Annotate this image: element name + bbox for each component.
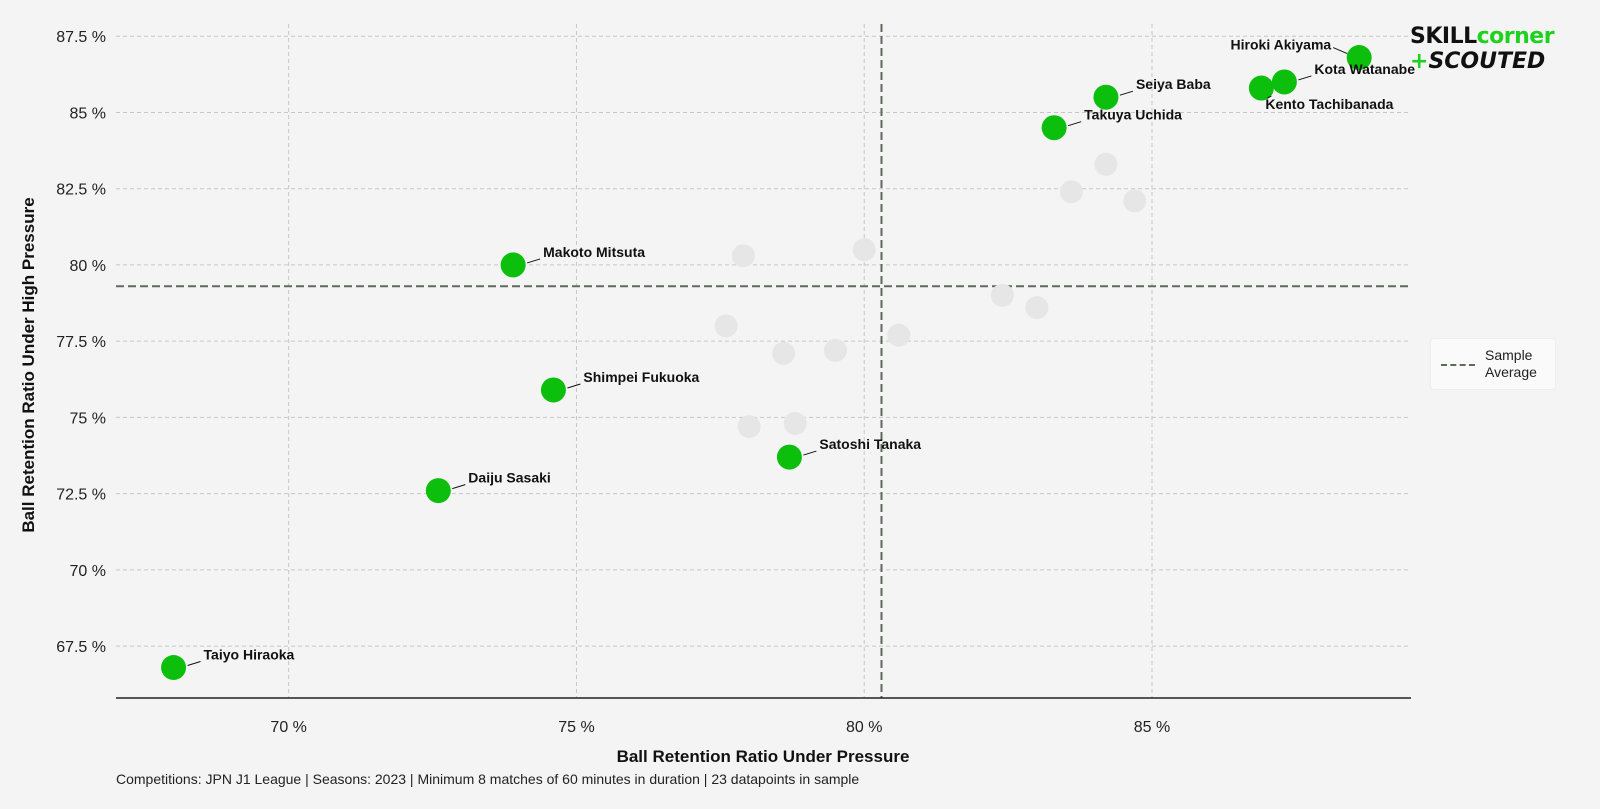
- player-name-label: Hiroki Akiyama: [1231, 37, 1332, 53]
- logo-scouted-text: SCOUTED: [1428, 49, 1546, 74]
- sample-point: [737, 415, 761, 439]
- logo-plus-text: +: [1410, 49, 1429, 74]
- x-tick-label: 80 %: [846, 719, 882, 736]
- x-tick-label: 85 %: [1134, 719, 1170, 736]
- label-leader-line: [803, 450, 817, 456]
- label-leader-line: [452, 484, 466, 490]
- sample-point: [772, 341, 796, 365]
- label-leader-line: [1068, 121, 1082, 127]
- highlighted-player-point: [1093, 84, 1119, 110]
- y-tick-label: 80 %: [70, 258, 106, 275]
- point-labels: Hiroki Akiyama Kota Watanabe Kento Tachiba…: [187, 37, 1415, 666]
- footnote: Competitions: JPN J1 League | Seasons: 2…: [116, 771, 860, 787]
- highlighted-player-point: [1271, 69, 1297, 95]
- sample-point: [714, 314, 738, 338]
- sample-point: [783, 412, 807, 436]
- x-axis-title: Ball Retention Ratio Under Pressure: [617, 747, 910, 766]
- sample-point: [887, 323, 911, 347]
- sample-point: [1123, 189, 1147, 213]
- sample-point: [823, 338, 847, 362]
- player-name-label: Daiju Sasaki: [468, 470, 551, 486]
- label-leader-line: [1298, 75, 1312, 81]
- player-name-label: Takuya Uchida: [1084, 107, 1182, 123]
- label-leader-line: [187, 661, 201, 666]
- label-leader-line: [526, 258, 541, 264]
- data-points: [161, 45, 1372, 681]
- highlighted-player-point: [776, 444, 802, 470]
- highlighted-player-point: [1346, 45, 1372, 71]
- player-name-label: Makoto Mitsuta: [543, 244, 645, 260]
- sample-point: [1059, 180, 1083, 204]
- legend: Sample Average: [1430, 338, 1556, 390]
- sample-point: [990, 283, 1014, 307]
- logo-corner-text: corner: [1476, 24, 1555, 49]
- grid-lines: [116, 24, 1411, 698]
- label-leader-line: [1119, 90, 1134, 96]
- legend-dashed-line-swatch: [1441, 364, 1475, 366]
- highlighted-player-point: [500, 252, 526, 278]
- highlighted-player-point: [1041, 115, 1067, 141]
- sample-average-lines: [116, 24, 1411, 698]
- highlighted-player-point: [540, 377, 566, 403]
- x-tick-label: 70 %: [270, 719, 306, 736]
- player-name-label: Shimpei Fukuoka: [583, 369, 699, 385]
- y-tick-label: 87.5 %: [56, 29, 106, 46]
- player-name-label: Satoshi Tanaka: [819, 436, 921, 452]
- y-tick-label: 75 %: [70, 410, 106, 427]
- y-tick-label: 85 %: [70, 105, 106, 122]
- x-tick-label: 75 %: [558, 719, 594, 736]
- y-tick-label: 77.5 %: [56, 334, 106, 351]
- sample-point: [852, 238, 876, 262]
- y-tick-label: 70 %: [70, 563, 106, 580]
- legend-label: Sample Average: [1485, 347, 1537, 380]
- player-name-label: Kota Watanabe: [1314, 61, 1415, 77]
- highlighted-player-point: [1248, 75, 1274, 101]
- skillcorner-scouted-logo: SKILLcorner +SCOUTED: [1410, 26, 1570, 73]
- label-leader-line: [1267, 95, 1272, 99]
- y-tick-label: 72.5 %: [56, 487, 106, 504]
- label-leader-line: [567, 383, 581, 389]
- player-name-label: Taiyo Hiraoka: [204, 647, 295, 663]
- logo-skill-text: SKILL: [1410, 24, 1477, 49]
- logo-line-2: +SCOUTED: [1410, 51, 1570, 73]
- player-name-label: Kento Tachibanada: [1265, 96, 1393, 112]
- highlighted-player-point: [425, 478, 451, 504]
- sample-point: [1094, 152, 1118, 176]
- logo-line-1: SKILLcorner: [1410, 26, 1570, 48]
- y-tick-label: 67.5 %: [56, 639, 106, 656]
- highlighted-player-point: [161, 655, 187, 681]
- sample-point: [1025, 296, 1049, 320]
- label-leader-line: [1333, 47, 1348, 55]
- y-axis-title: Ball Retention Ratio Under High Pressure: [19, 197, 38, 532]
- player-name-label: Seiya Baba: [1136, 76, 1211, 92]
- sample-point: [731, 244, 755, 268]
- y-tick-label: 82.5 %: [56, 182, 106, 199]
- axes: 70 % 75 % 80 % 85 % 67.5 % 70 % 72.5 % 75 % 77.5…: [56, 29, 1411, 736]
